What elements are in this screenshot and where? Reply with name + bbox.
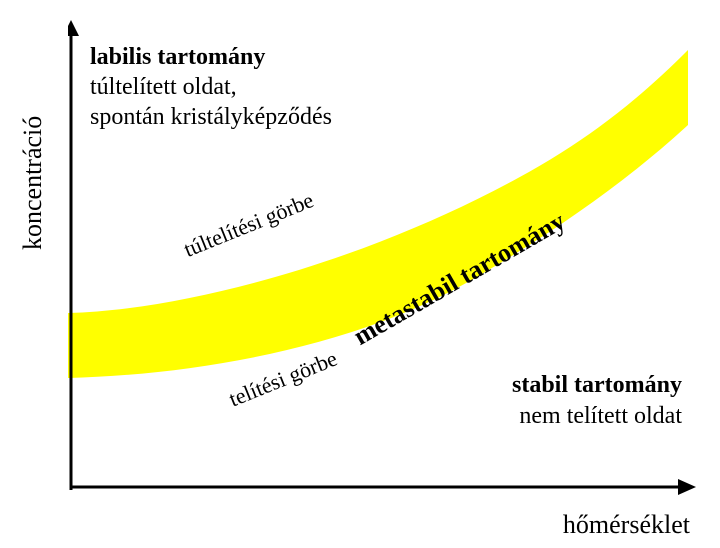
labile-desc-1: túltelített oldat, [90, 72, 332, 102]
labile-desc-2: spontán kristályképződés [90, 102, 332, 132]
x-axis-label: hőmérséklet [563, 510, 690, 540]
y-axis-label: koncentráció [18, 116, 48, 250]
labile-region-text: labilis tartomány túltelített oldat, spo… [90, 42, 332, 132]
y-axis-arrow [68, 20, 79, 36]
stable-desc: nem telített oldat [512, 401, 682, 432]
x-axis-arrow [678, 479, 696, 495]
stable-title: stabil tartomány [512, 370, 682, 401]
labile-title: labilis tartomány [90, 42, 332, 72]
stable-region-text: stabil tartomány nem telített oldat [512, 370, 682, 432]
